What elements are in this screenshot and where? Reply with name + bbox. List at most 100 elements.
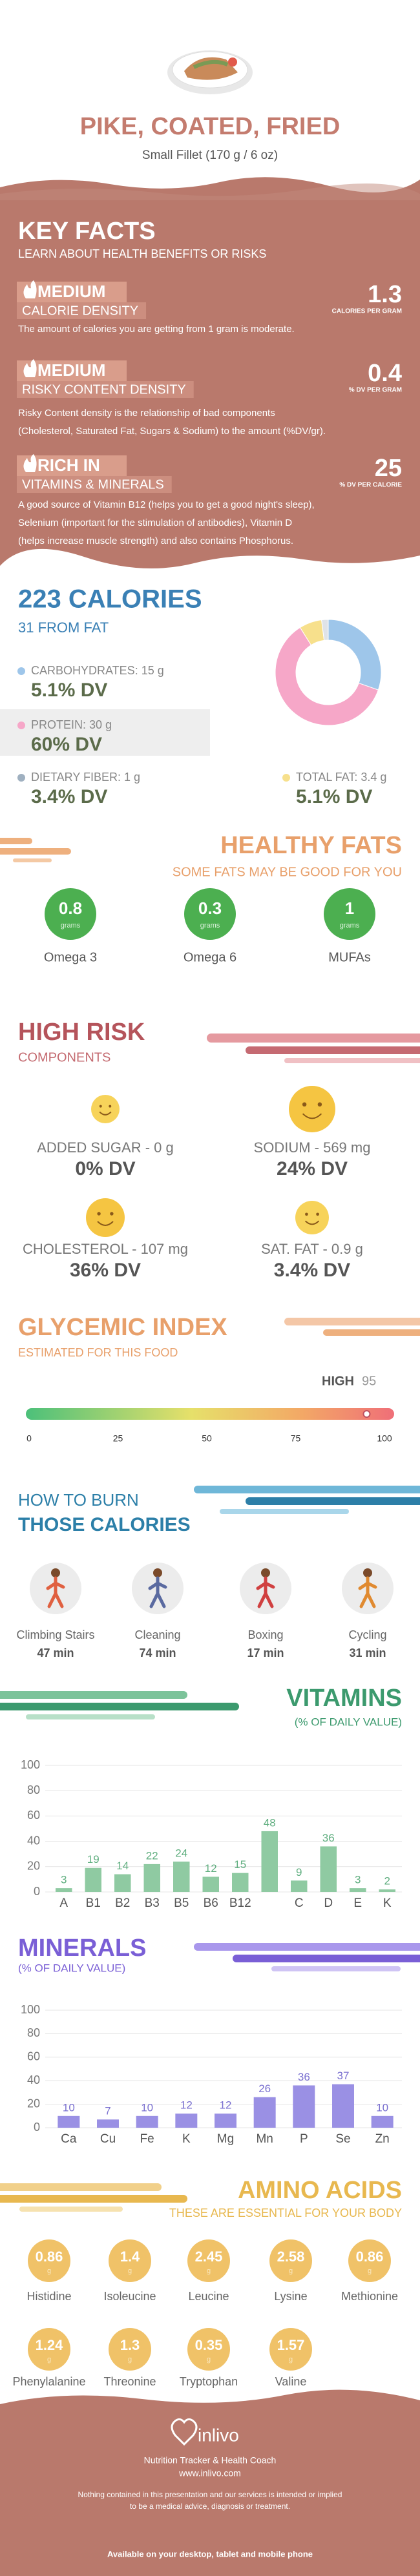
x-tick-label: Mn (256, 2132, 273, 2146)
amino-name: Isoleucine (103, 2290, 156, 2303)
amino-badge (187, 2239, 230, 2282)
fact-description: (helps increase muscle strength) and als… (18, 535, 293, 546)
section-title: MINERALS (18, 1935, 146, 1962)
x-tick-label: Zn (375, 2132, 390, 2146)
donut-slice (321, 619, 329, 641)
level-icon (23, 359, 37, 377)
glycemic-value: 95 (362, 1374, 376, 1388)
figure-body (358, 1576, 377, 1608)
level-icon (23, 280, 37, 298)
section-title: VITAMINS (286, 1685, 402, 1712)
activity-name: Boxing (247, 1628, 283, 1641)
fact-value: 25 (375, 455, 402, 482)
level: MEDIUM (37, 282, 105, 301)
scale-tick-label: 75 (291, 1433, 301, 1444)
bar (58, 2115, 80, 2128)
bar-value: 2 (384, 1875, 390, 1887)
dish-image (167, 50, 253, 94)
nutrient-dv: 5.1% DV (31, 680, 107, 701)
donut-slice (275, 627, 379, 726)
y-tick-label: 40 (27, 1834, 40, 1847)
amino-unit: g (128, 2356, 132, 2363)
y-tick-label: 0 (34, 2121, 40, 2134)
fact-value: 0.4 (368, 360, 402, 387)
bar (371, 2115, 394, 2128)
nutrient-dv: 60% DV (31, 734, 102, 755)
level: RICH IN (37, 455, 100, 475)
bullet (17, 774, 25, 782)
url: www.inlivo.com (178, 2468, 241, 2478)
amino-unit: g (368, 2267, 372, 2275)
emoji-mouth (99, 1111, 112, 1116)
fat-unit: grams (340, 922, 360, 930)
food-title: PIKE, COATED, FRIED (80, 113, 341, 140)
y-tick-label: 100 (21, 1758, 40, 1771)
bar-value: 37 (337, 2070, 350, 2082)
bar (114, 1874, 131, 1892)
y-tick-label: 0 (34, 1885, 40, 1898)
brand: inlivo (198, 2425, 239, 2445)
bar (143, 1864, 160, 1892)
scale-tick-label: 100 (377, 1433, 392, 1444)
amino-unit: g (289, 2356, 293, 2363)
section-subtitle: LEARN ABOUT HEALTH BENEFITS OR RISKS (18, 247, 266, 260)
activity-name: Cycling (348, 1628, 386, 1641)
fat-name: MUFAs (328, 950, 371, 964)
amino-badge (348, 2239, 391, 2282)
nutrient-label: CARBOHYDRATES: 15 g (31, 664, 164, 677)
amino-value: 0.86 (356, 2249, 384, 2265)
risk-dv: 36% DV (70, 1260, 141, 1281)
amino-name: Leucine (188, 2290, 229, 2303)
figure-body (256, 1576, 275, 1608)
calories-title: 223 CALORIES (18, 585, 202, 614)
x-tick-label: C (295, 1896, 304, 1910)
bar-value: 12 (220, 2099, 232, 2112)
risk-label: ADDED SUGAR - 0 g (37, 1139, 174, 1156)
y-tick-label: 80 (27, 1783, 40, 1796)
y-tick-label: 80 (27, 2026, 40, 2039)
glycemic-level: HIGH (322, 1374, 354, 1388)
figure-head (363, 1568, 372, 1577)
bar-value: 7 (105, 2105, 110, 2117)
bar (261, 1831, 278, 1892)
figure-head (51, 1568, 60, 1577)
bullet (17, 722, 25, 729)
nutrient-label: PROTEIN: 30 g (31, 718, 112, 731)
amino-unit: g (47, 2267, 51, 2275)
bar (291, 1880, 308, 1892)
section-subtitle: SOME FATS MAY BE GOOD FOR YOU (173, 865, 402, 879)
bar (320, 1846, 337, 1892)
section-subtitle: COMPONENTS (18, 1050, 110, 1065)
amino-badge (187, 2328, 230, 2371)
level-icon (23, 454, 37, 472)
healthy-fats: 0.8 grams Omega 3 0.3 grams Omega 6 1 grams MUFA… (44, 888, 375, 964)
glycemic-marker (362, 1410, 371, 1418)
risk-dv: 24% DV (277, 1158, 348, 1179)
x-tick-label: P (300, 2132, 308, 2146)
amino-value: 0.35 (195, 2337, 223, 2353)
bullet (282, 774, 290, 782)
amino-badge (109, 2328, 151, 2371)
y-tick-label: 60 (27, 2050, 40, 2063)
bar (379, 1889, 395, 1892)
y-tick-label: 100 (21, 2003, 40, 2016)
x-tick-label: B3 (145, 1896, 160, 1910)
section-title: HEALTHY FATS (220, 832, 402, 859)
name-box (17, 302, 147, 319)
emoji-mouth (304, 1220, 320, 1225)
bar (350, 1888, 366, 1892)
tagline: Nutrition Tracker & Health Coach (144, 2455, 277, 2466)
macros: CARBOHYDRATES: 15 g 5.1% DV PROTEIN: 30 g 6… (17, 619, 386, 807)
bar (215, 2114, 236, 2128)
section-title: KEY FACTS (18, 218, 156, 245)
bar-value: 10 (63, 2101, 75, 2114)
scale-tick-label: 25 (113, 1433, 123, 1444)
emoji-eye (99, 1105, 102, 1108)
emoji-eye (109, 1105, 112, 1108)
x-tick-label: Cu (100, 2132, 116, 2146)
fat-badge (324, 888, 375, 940)
fact-description: The amount of calories you are getting f… (18, 324, 295, 335)
figure-body (148, 1576, 167, 1608)
